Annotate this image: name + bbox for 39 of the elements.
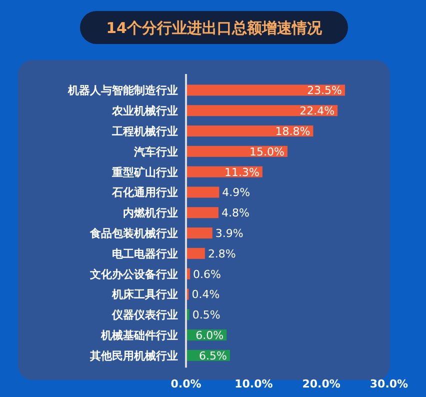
- data-label: 23.5%: [307, 84, 342, 98]
- y-tick-label: 工程机械行业: [111, 125, 178, 138]
- y-tick-label: 农业机械行业: [111, 104, 178, 118]
- bar: [186, 228, 212, 238]
- bar: [186, 105, 338, 116]
- y-tick-label: 石化通用行业: [111, 186, 178, 200]
- bar: [186, 207, 218, 218]
- y-tick-label: 机器人与智能制造行业: [67, 84, 178, 98]
- chart-title: 14个分行业进出口总额增速情况: [106, 19, 323, 37]
- y-tick-label: 仪器仪表行业: [111, 308, 178, 322]
- y-tick-label: 文化办公设备行业: [89, 268, 178, 281]
- y-tick-label: 其他民用机械行业: [89, 349, 178, 362]
- bar: [186, 84, 346, 96]
- data-label: 6.0%: [196, 329, 224, 342]
- y-tick-label: 重型矿山行业: [111, 166, 178, 179]
- x-tick-label: 0.0%: [170, 378, 202, 391]
- y-tick-label: 食品包装机械行业: [89, 227, 178, 240]
- data-label: 18.8%: [275, 125, 310, 138]
- data-label: 0.6%: [193, 268, 222, 281]
- bar: [186, 186, 220, 198]
- data-label: 15.0%: [250, 145, 284, 158]
- data-label: 6.5%: [199, 349, 227, 362]
- y-tick-label: 机械基础件行业: [100, 329, 178, 342]
- data-label: 22.4%: [300, 104, 335, 118]
- y-tick-label: 机床工具行业: [111, 288, 178, 302]
- data-label: 4.8%: [221, 206, 250, 220]
- data-label: 2.8%: [208, 247, 236, 260]
- y-tick-label: 电工电器行业: [112, 247, 178, 260]
- x-tick-label: 20.0%: [302, 378, 340, 391]
- data-label: 0.4%: [192, 288, 220, 302]
- data-label: 3.9%: [215, 227, 244, 240]
- y-tick-label: 内燃机行业: [123, 206, 178, 220]
- bar: [186, 248, 205, 259]
- x-tick-label: 30.0%: [370, 378, 408, 391]
- data-label: 11.3%: [224, 166, 260, 179]
- x-tick-label: 10.0%: [234, 378, 273, 391]
- y-tick-label: 汽车行业: [133, 145, 178, 158]
- data-label: 4.9%: [222, 186, 250, 200]
- data-label: 0.5%: [192, 308, 220, 322]
